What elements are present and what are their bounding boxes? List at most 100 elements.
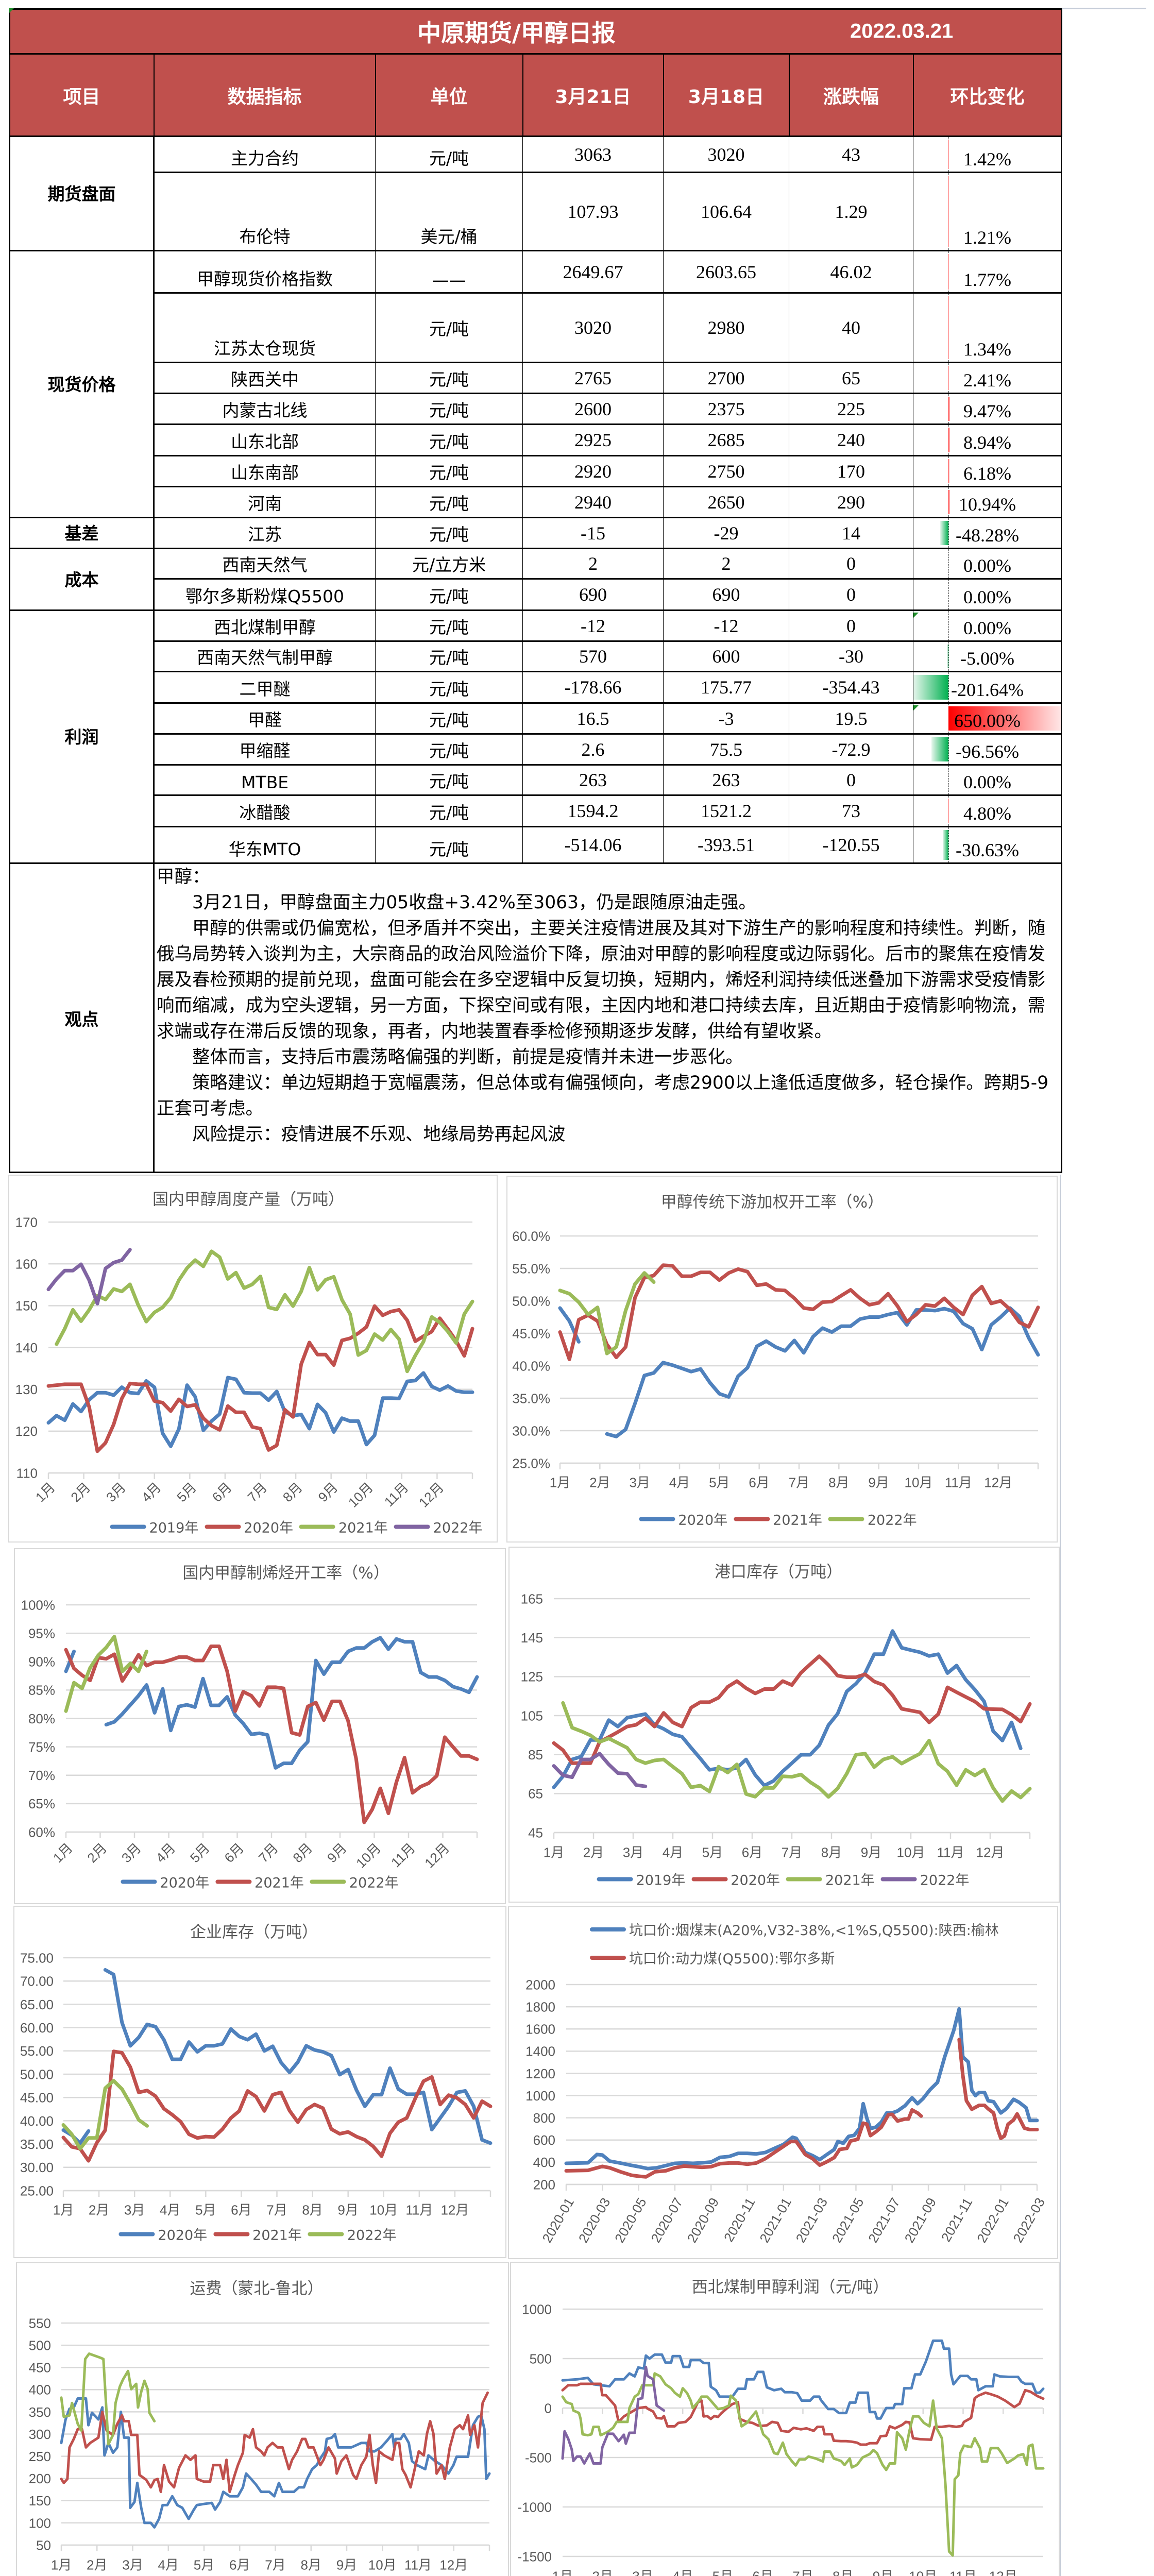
chart-title: 国内甲醇制烯烃开工率（%） <box>182 1564 389 1583</box>
x-tick-label: 9月 <box>324 1840 350 1866</box>
indicator-cell: 山东南部 <box>154 455 376 487</box>
x-tick-label: 12月 <box>989 2568 1017 2576</box>
chart-svg-enterprise-inventory: 25.00 30.00 35.00 40.00 45.00 50.00 55.00 60.00… <box>20 1950 493 2217</box>
y-tick-label: 60.00 <box>20 2020 54 2036</box>
y-tick-label: 145 <box>521 1630 543 1646</box>
x-tick-label: 10月 <box>369 2202 398 2217</box>
x-tick-label: 8月 <box>828 1475 849 1490</box>
pct-change-value: -201.64% <box>951 680 1024 700</box>
x-tick-label: 8月 <box>833 2568 853 2576</box>
x-tick-label: 2020-01 <box>539 2195 577 2246</box>
x-tick-label: 4月 <box>158 2557 179 2572</box>
chart-title: 国内甲醇周度产量（万吨） <box>152 1190 344 1209</box>
chart-svg-freight: 50 100 150 200 250 300 350 400 450 500 550 1月 2月 3月 4月… <box>29 2315 491 2572</box>
report-table-container: 中原期货/甲醇日报 2022.03.21 项目 数据指标 单位 3月21日 3月… <box>8 8 1063 1173</box>
y-tick-label: -500 <box>525 2450 552 2465</box>
legend-item: 2022年 <box>828 1509 917 1529</box>
y-tick-label: 140 <box>15 1340 38 1355</box>
legend-label: 2021年 <box>338 1520 388 1536</box>
x-tick-label: 6月 <box>229 2557 250 2572</box>
chart-legend: 2020年 2021年 2022年 <box>118 2224 397 2244</box>
series-line-1 <box>60 2397 491 2529</box>
indicator-cell: 主力合约 <box>154 135 376 173</box>
series-line-2 <box>561 2382 1045 2446</box>
series-line-2 <box>552 1654 1032 1765</box>
column-header-current: 3月21日 <box>522 53 664 137</box>
pct-change-cell: 2.41% <box>912 362 1062 394</box>
previous-value-cell: 263 <box>663 764 789 796</box>
legend-swatch <box>880 1877 917 1881</box>
x-tick-label: 2020-07 <box>648 2195 686 2246</box>
y-tick-label: 75% <box>28 1739 55 1755</box>
view-cell: 甲醇： 3月21日，甲醇盘面主力05收盘+3.42%至3063，仍是跟随原油走强… <box>152 862 1063 1173</box>
chart-panel-nw-coal-profit: -1500 -1000 -500 0 500 1000 1月 2月 3月 4月 5月 6月 7月 8月 9月… <box>510 2262 1060 2576</box>
indicator-cell: 江苏太仓现货 <box>154 292 376 363</box>
chart-title: 港口库存（万吨） <box>715 1563 842 1582</box>
databar-positive <box>948 490 951 514</box>
chart-legend: 2020年 2021年 2022年 <box>121 1872 399 1892</box>
chart-panel-freight: 50 100 150 200 250 300 350 400 450 500 550 1月 2月 3月 4月… <box>16 2262 509 2576</box>
y-tick-label: 75.00 <box>20 1950 54 1965</box>
x-tick-label: 8月 <box>280 1479 306 1505</box>
pct-change-value: 4.80% <box>963 803 1012 824</box>
databar-axis <box>948 138 949 171</box>
chart-panel-olefin-rate: 60% 65% 70% 75% 80% 85% 90% 95% 100% 1月 2月 3月 4月 5月 6月… <box>14 1548 506 1904</box>
gridlines <box>566 1984 1037 2185</box>
y-tick-label: 400 <box>533 2155 555 2170</box>
pct-change-cell: 4.80% <box>912 794 1062 827</box>
y-tick-label: 600 <box>533 2132 555 2148</box>
report-table: 中原期货/甲醇日报 2022.03.21 项目 数据指标 单位 3月21日 3月… <box>8 8 1063 1173</box>
report-body: 期货盘面 主力合约 元/吨 3063 3020 43 1.42% 布伦特 美元/桶 107.93 1… <box>9 135 1062 864</box>
view-row: 观点 甲醇： 3月21日，甲醇盘面主力05收盘+3.42%至3063，仍是跟随原… <box>9 862 1063 1173</box>
column-header-unit: 单位 <box>375 53 523 137</box>
unit-cell: 元/吨 <box>375 292 523 363</box>
legend-item: 坑口价:烟煤末(A20%,V32-38%,<1%S,Q5500):陕西:榆林 <box>590 1919 999 1939</box>
y-tick-label: 35.0% <box>512 1391 550 1406</box>
column-header-change: 涨跌幅 <box>788 53 914 137</box>
gridlines <box>63 1957 490 2192</box>
legend-item: 2021年 <box>213 2224 302 2244</box>
x-tick-label: 11月 <box>388 1840 418 1870</box>
series-line-2 <box>558 1263 1040 1361</box>
x-tick-label: 3月 <box>124 2202 145 2217</box>
x-tick-label: 4月 <box>152 1840 178 1866</box>
x-tick-label: 2021-11 <box>938 2195 976 2245</box>
pct-change-cell: 0.00% <box>912 548 1062 580</box>
databar-positive <box>948 799 949 823</box>
x-tick-label: 7月 <box>782 1844 802 1860</box>
y-tick-label: 50.0% <box>512 1293 550 1309</box>
databar-axis <box>948 174 949 249</box>
table-row: 期货盘面 主力合约 元/吨 3063 3020 43 1.42% <box>9 135 1062 251</box>
unit-cell: 美元/桶 <box>375 172 523 251</box>
current-value-cell: 3020 <box>522 292 664 363</box>
legend-item: 2020年 <box>691 1869 780 1889</box>
title-row: 中原期货/甲醇日报 2022.03.21 <box>8 8 1063 55</box>
y-tick-label: 200 <box>533 2177 555 2192</box>
current-value-cell: 16.5 <box>522 702 664 735</box>
y-tick-label: 165 <box>521 1591 543 1606</box>
indicator-cell: 甲缩醛 <box>154 733 376 766</box>
legend-swatch <box>121 1879 157 1884</box>
error-indicator-icon <box>9 8 14 13</box>
pct-change-cell: -201.64% <box>912 671 1062 704</box>
x-tick-label: 4月 <box>672 2568 693 2576</box>
current-value-cell: 2765 <box>522 362 664 394</box>
current-value-cell: 2649.67 <box>522 250 664 294</box>
x-tick-label: 7月 <box>266 2202 287 2217</box>
chart-title: 运费（蒙北-鲁北） <box>190 2279 324 2298</box>
x-tick-label: 7月 <box>789 1475 809 1490</box>
x-tick-label: 4月 <box>139 1479 164 1505</box>
x-tick-label: 12月 <box>984 1475 1012 1490</box>
unit-cell: 元/吨 <box>375 702 523 735</box>
pct-change-value: 10.94% <box>959 494 1016 515</box>
y-tick-label: 550 <box>29 2315 51 2331</box>
pct-change-value: 8.94% <box>963 432 1012 453</box>
y-tick-label: 60% <box>28 1824 55 1840</box>
previous-value-cell: 690 <box>663 578 789 611</box>
legend-item: 2022年 <box>880 1869 969 1889</box>
series-line-2 <box>46 1304 474 1453</box>
y-tick-label: 40.00 <box>20 2113 54 2129</box>
x-tick-label: 3月 <box>623 1844 643 1860</box>
x-tick-label: 4月 <box>160 2202 180 2217</box>
